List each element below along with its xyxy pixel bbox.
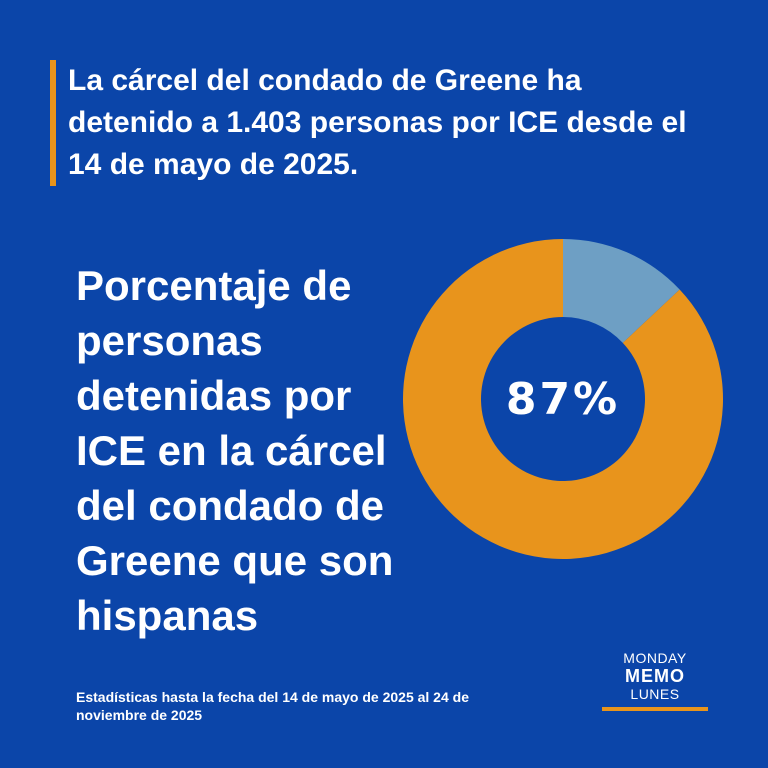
footnote: Estadísticas hasta la fecha del 14 de ma…	[76, 689, 469, 723]
headline-block: La cárcel del condado de Greene ha deten…	[50, 60, 708, 186]
donut-chart: 87%	[400, 236, 726, 562]
logo-line-monday: MONDAY	[623, 650, 687, 666]
donut-slice-hispanas	[403, 239, 723, 559]
logo-line-memo: MEMO	[625, 666, 685, 686]
monday-memo-logo: MONDAY MEMO LUNES	[602, 650, 708, 711]
logo-line-lunes: LUNES	[630, 686, 680, 702]
chart-title: Porcentaje de personas detenidas por ICE…	[76, 262, 394, 639]
donut-slice-otras	[563, 239, 680, 343]
center-label: 87%	[506, 374, 620, 425]
headline: La cárcel del condado de Greene ha deten…	[68, 64, 687, 181]
logo-underline	[602, 707, 708, 711]
donut-svg: 87%	[403, 239, 723, 559]
